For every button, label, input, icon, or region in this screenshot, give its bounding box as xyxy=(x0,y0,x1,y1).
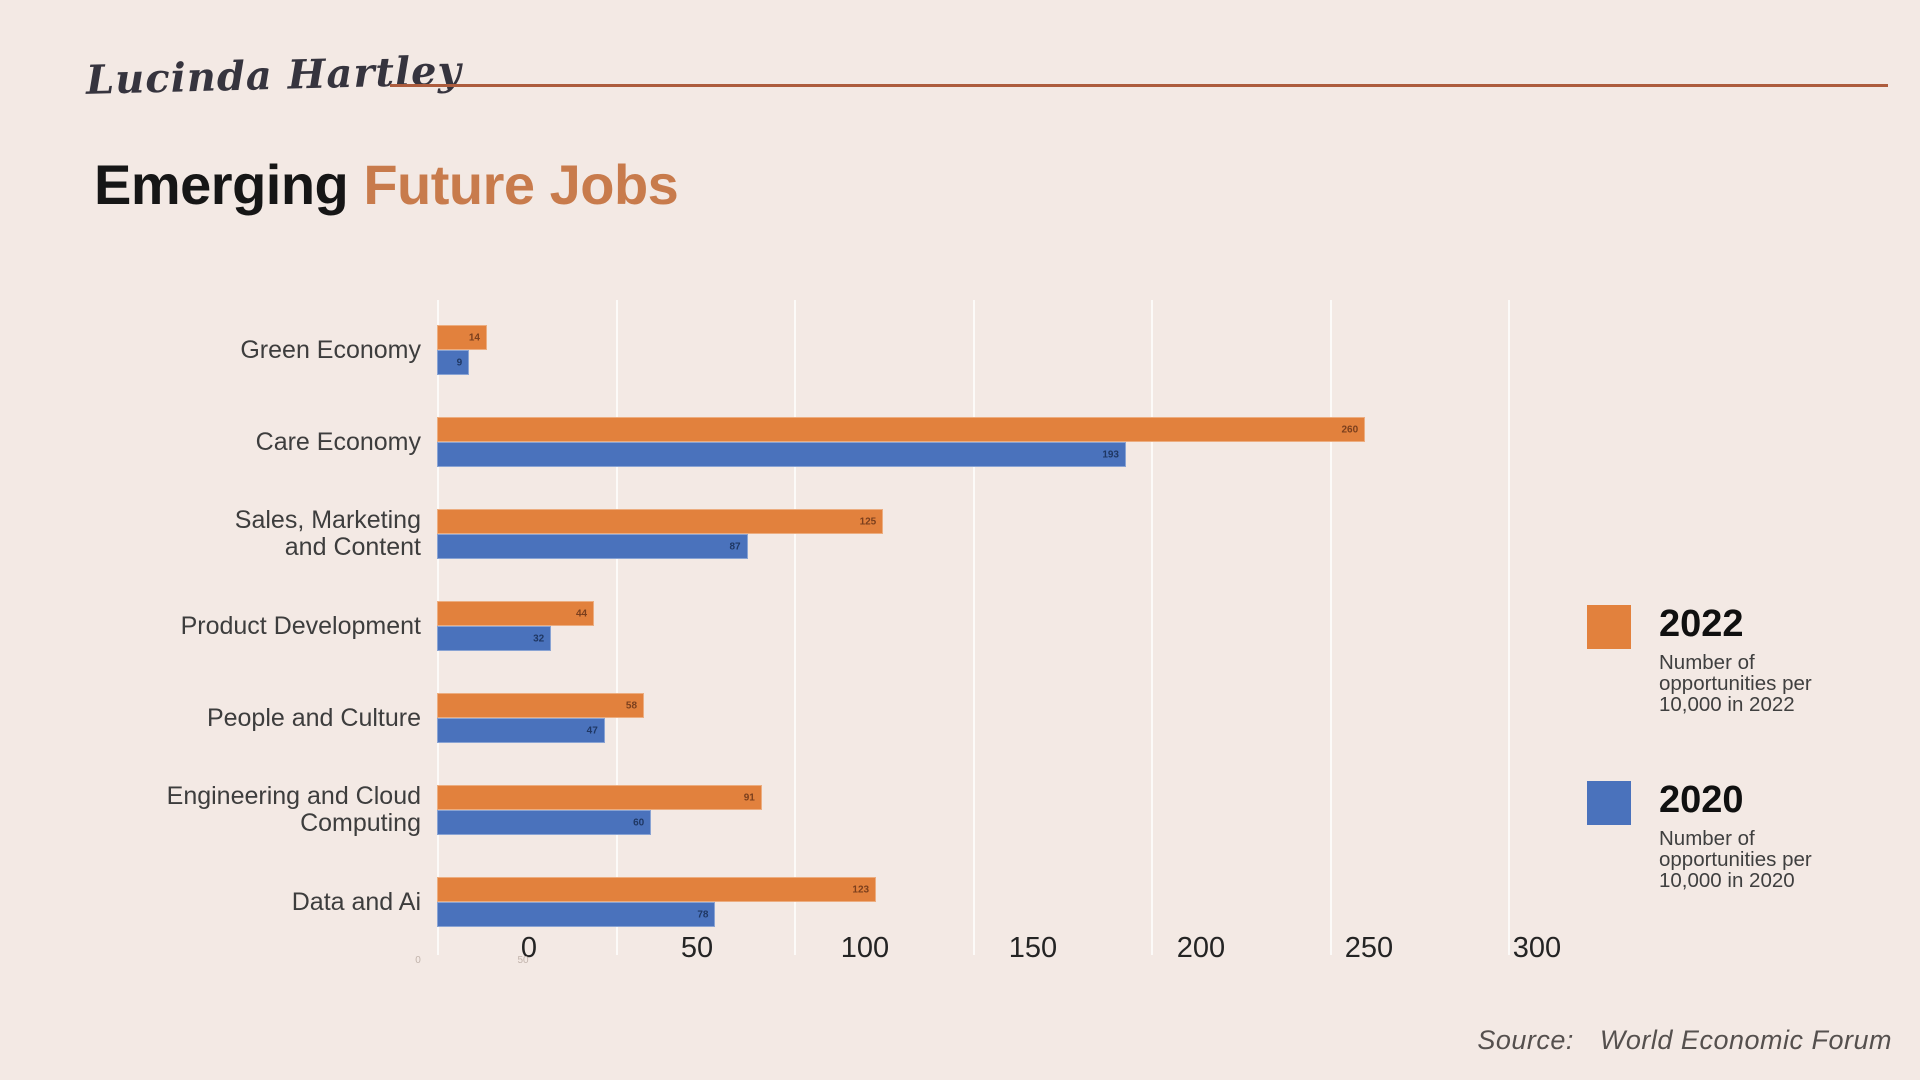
legend-year-2020: 2020 xyxy=(1659,779,1744,822)
bar-value-label: 58 xyxy=(625,700,638,711)
remnant-tick-label: 50 xyxy=(517,955,529,966)
bar-value-label: 87 xyxy=(729,541,741,552)
chart-row: Sales, Marketing and Content 125 87 xyxy=(130,488,1580,580)
bar-2022: 91 xyxy=(437,785,762,810)
bar-group: 260 193 xyxy=(437,417,1366,467)
x-axis-tick-label: 200 xyxy=(1176,932,1226,964)
bar-2020: 47 xyxy=(437,718,605,743)
bar-2020: 87 xyxy=(437,534,748,559)
bar-value-label: 78 xyxy=(697,909,709,920)
legend-desc-2022: Number of opportunities per 10,000 in 20… xyxy=(1659,650,1812,716)
bar-2022: 14 xyxy=(437,325,487,350)
legend-item-2020: 2020 Number of opportunities per 10,000 … xyxy=(1587,779,1887,891)
bar-value-label: 9 xyxy=(456,357,463,368)
header-divider-line xyxy=(390,84,1888,87)
bar-group: 14 9 xyxy=(437,325,487,375)
gridline xyxy=(794,300,796,955)
legend-swatch-2020 xyxy=(1587,781,1631,826)
title-part-future-jobs: Future Jobs xyxy=(363,153,679,216)
bar-2022: 44 xyxy=(437,601,595,626)
bar-2022: 260 xyxy=(437,417,1366,442)
bar-value-label: 123 xyxy=(852,884,870,895)
x-axis-tick-label: 50 xyxy=(680,932,714,964)
x-axis-tick-label: 0 xyxy=(520,932,538,964)
legend-swatch-2022 xyxy=(1587,605,1631,649)
gridline xyxy=(615,300,618,955)
bar-2020: 193 xyxy=(437,442,1126,467)
bar-value-label: 125 xyxy=(859,516,877,527)
x-axis-tick-label: 300 xyxy=(1512,932,1562,964)
legend-item-2022: 2022 Number of opportunities per 10,000 … xyxy=(1587,603,1887,715)
gridline xyxy=(1508,300,1510,955)
bar-group: 125 87 xyxy=(437,509,884,559)
chart-row: Engineering and Cloud Computing 91 60 xyxy=(130,764,1580,856)
bar-2020: 9 xyxy=(437,350,470,375)
chart-row: Care Economy 260 193 xyxy=(130,396,1580,488)
bar-2020: 60 xyxy=(437,810,652,835)
source-label: Source: xyxy=(1477,1025,1574,1055)
x-axis-tick-label: 150 xyxy=(1008,932,1058,964)
category-label: People and Culture xyxy=(206,703,421,732)
gridline xyxy=(1329,300,1332,955)
category-label: Product Development xyxy=(180,611,421,640)
x-axis-tick-label: 100 xyxy=(840,932,890,964)
chart-row: Green Economy 14 9 xyxy=(130,304,1580,396)
legend-desc-2020: Number of opportunities per 10,000 in 20… xyxy=(1659,827,1812,892)
category-label: Data and Ai xyxy=(291,887,421,916)
gridline xyxy=(972,300,975,955)
bar-2020: 78 xyxy=(437,902,716,927)
legend-year-2022: 2022 xyxy=(1659,603,1744,645)
category-label: Care Economy xyxy=(255,427,421,456)
source-value: World Economic Forum xyxy=(1599,1025,1892,1055)
bar-value-label: 44 xyxy=(575,608,588,619)
bar-value-label: 32 xyxy=(533,633,545,644)
bar-2020: 32 xyxy=(437,626,552,651)
chart-row: Product Development 44 32 xyxy=(130,580,1580,672)
bar-group: 91 60 xyxy=(437,785,762,835)
gridline xyxy=(1151,300,1153,955)
bar-group: 123 78 xyxy=(437,877,877,927)
bar-2022: 123 xyxy=(437,877,877,902)
title-part-emerging: Emerging xyxy=(94,153,364,216)
bar-value-label: 47 xyxy=(586,725,598,736)
source-attribution: Source: World Economic Forum xyxy=(1477,1025,1892,1056)
bar-group: 58 47 xyxy=(437,693,645,743)
chart-plot-area: Green Economy 14 9 Care Economy 260 193 Sales,… xyxy=(130,304,1580,948)
x-axis-tick-label: 250 xyxy=(1344,932,1394,964)
chart-legend: 2022 Number of opportunities per 10,000 … xyxy=(1587,603,1887,956)
bar-2022: 58 xyxy=(437,693,645,718)
chart-row: People and Culture 58 47 xyxy=(130,672,1580,764)
bar-value-label: 193 xyxy=(1102,449,1119,460)
bar-value-label: 260 xyxy=(1341,424,1359,435)
chart-row: Data and Ai 123 78 xyxy=(130,856,1580,948)
category-label: Sales, Marketing and Content xyxy=(234,506,421,561)
bar-value-label: 14 xyxy=(468,332,480,343)
bar-2022: 125 xyxy=(437,509,884,534)
bar-value-label: 60 xyxy=(633,817,645,828)
category-label: Engineering and Cloud Computing xyxy=(166,782,421,837)
page-title: Emerging Future Jobs xyxy=(94,152,679,217)
bar-group: 44 32 xyxy=(437,601,595,651)
remnant-tick-label: 0 xyxy=(415,955,421,966)
bar-value-label: 91 xyxy=(743,792,755,803)
category-label: Green Economy xyxy=(240,335,421,364)
